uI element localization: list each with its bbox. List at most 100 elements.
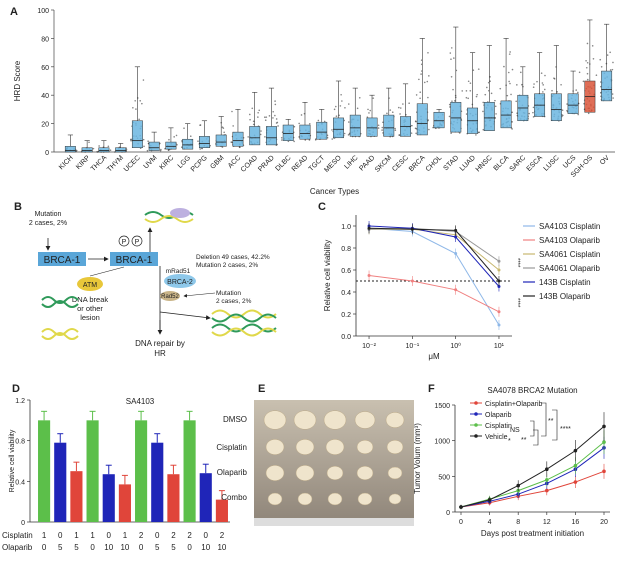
b-dna-right-3 (211, 323, 277, 333)
d-cisplatin-dose: 0 (107, 531, 112, 540)
a-point (275, 118, 278, 120)
d-olaparib-dose: 0 (90, 543, 95, 552)
a-xtick-label: ESCA (526, 154, 545, 173)
a-point (142, 138, 145, 141)
d-cisplatin-dose: 2 (139, 531, 144, 540)
a-xtick-label: SKCM (374, 154, 393, 173)
a-point (489, 80, 491, 83)
a-point (347, 103, 350, 105)
a-point (428, 128, 430, 131)
b-brca1-left-box (38, 252, 86, 266)
a-point (274, 114, 276, 117)
e-tumor (293, 410, 317, 430)
c-ytick-label: 1.0 (341, 224, 351, 231)
e-tumor (265, 439, 285, 455)
a-point (577, 113, 579, 116)
a-point (107, 145, 110, 148)
a-box (81, 147, 93, 153)
a-point (381, 126, 384, 129)
a-point (609, 51, 611, 54)
a-point (586, 78, 589, 81)
a-point (414, 127, 417, 130)
a-point (391, 111, 394, 113)
a-point (308, 123, 311, 125)
a-point (249, 118, 251, 121)
b-mutation-bottom: Mutation 2 cases, 2% (216, 290, 252, 305)
a-point (509, 51, 511, 53)
a-point (606, 54, 609, 56)
a-point (511, 111, 514, 114)
a-point (420, 73, 422, 75)
a-xtick-label: DLBC (274, 154, 292, 172)
a-point (586, 72, 589, 75)
a-point (418, 78, 420, 81)
a-point (600, 65, 603, 68)
a-point (426, 80, 429, 83)
f-ytick-label: 1500 (434, 403, 450, 410)
a-point (540, 72, 543, 74)
panel-d-bar-chart: SA4103 0 0.4 0.8 1.2 Relative cell viability 1… (2, 397, 230, 552)
a-xtick-label: KIRC (159, 154, 176, 171)
a-point (358, 96, 361, 99)
c-series-line (369, 228, 500, 271)
e-tumor (327, 492, 343, 506)
a-point (528, 112, 530, 115)
a-box (64, 146, 76, 153)
a-point (566, 103, 568, 105)
e-tumor (356, 439, 374, 455)
a-box (182, 138, 194, 150)
a-point (477, 68, 480, 70)
a-point (259, 133, 262, 136)
a-point (260, 130, 262, 132)
a-point (280, 139, 283, 141)
d-olaparib-dose: 10 (201, 543, 210, 552)
a-point (160, 148, 162, 151)
a-point (476, 93, 478, 96)
a-point (366, 116, 369, 118)
a-xlabel: Cancer Types (310, 187, 359, 196)
a-point (415, 132, 417, 135)
a-xtick-label: GBM (209, 154, 225, 170)
a-point (339, 105, 342, 107)
a-point (276, 121, 279, 124)
c-significance: **** (514, 258, 520, 268)
a-box (333, 117, 344, 139)
a-point (247, 136, 249, 138)
a-point (130, 139, 132, 142)
a-xtick-label: CESC (391, 154, 410, 173)
panel-label-e: E (258, 383, 265, 395)
c-series-line (368, 275, 500, 313)
a-point (347, 134, 350, 136)
f-legend-marker (474, 434, 478, 438)
a-point (511, 68, 514, 71)
a-point (277, 125, 279, 127)
a-point (560, 83, 562, 86)
a-box (483, 102, 495, 131)
a-point (587, 112, 590, 115)
a-point (386, 112, 388, 115)
a-point (356, 107, 359, 110)
d-bar (199, 473, 212, 522)
d-bar (102, 474, 115, 522)
d-cisplatin-dose: 1 (74, 531, 79, 540)
a-point (410, 132, 413, 134)
a-point (595, 74, 598, 77)
b-brca1-left-label: BRCA-1 (44, 255, 81, 266)
a-point (516, 84, 518, 86)
a-point (556, 91, 558, 93)
a-point (532, 111, 534, 114)
e-tumor (265, 465, 285, 481)
c-legend-label: SA4061 Olaparib (539, 264, 600, 273)
c-legend-label: 143B Olaparib (539, 292, 591, 301)
c-ytick-label: 0.2 (341, 312, 351, 319)
a-point (494, 105, 497, 108)
a-point (147, 140, 149, 143)
b-mutation-arrow (183, 292, 216, 298)
a-point (183, 127, 185, 130)
a-box (416, 103, 428, 136)
f-point (516, 483, 520, 488)
a-point (274, 103, 277, 106)
a-point (141, 102, 143, 105)
d-olaparib-dose: 5 (58, 543, 63, 552)
a-point (612, 97, 614, 99)
